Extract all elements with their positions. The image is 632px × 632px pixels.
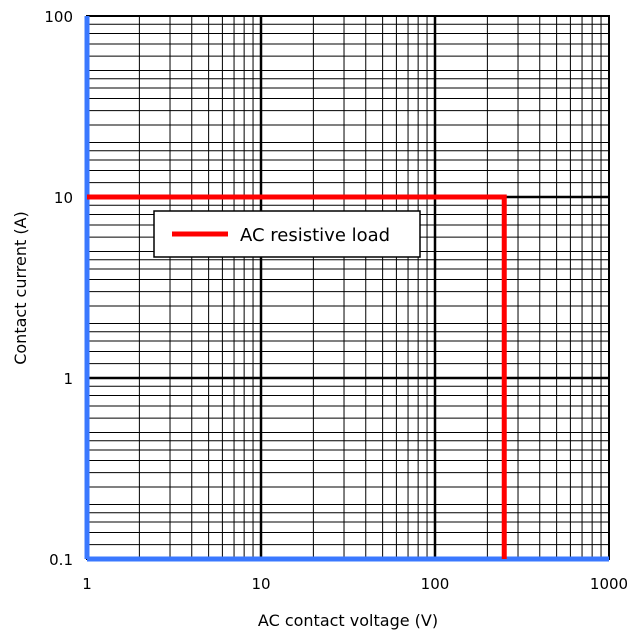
major-gridlines [87,16,609,559]
x-tick-labels: 1 10 100 1000 [82,575,628,593]
series-layer [87,194,507,559]
x-tick-label: 1000 [590,575,628,593]
y-tick-labels: 0.1 1 10 100 [44,8,73,569]
y-tick-label: 100 [44,8,73,26]
y-tick-label: 10 [54,189,73,207]
y-axis-title: Contact current (A) [11,211,30,365]
x-axis-title: AC contact voltage (V) [258,611,438,630]
x-tick-label: 100 [421,575,450,593]
x-tick-label: 1 [82,575,92,593]
y-tick-label: 1 [63,370,73,388]
y-tick-label: 0.1 [49,551,73,569]
minor-gridlines [87,16,609,559]
legend: AC resistive load [153,210,421,258]
plot-frame [86,15,610,560]
x-tick-label: 10 [251,575,270,593]
legend-label: AC resistive load [240,225,390,246]
axes [84,16,609,562]
series-line [87,194,507,559]
